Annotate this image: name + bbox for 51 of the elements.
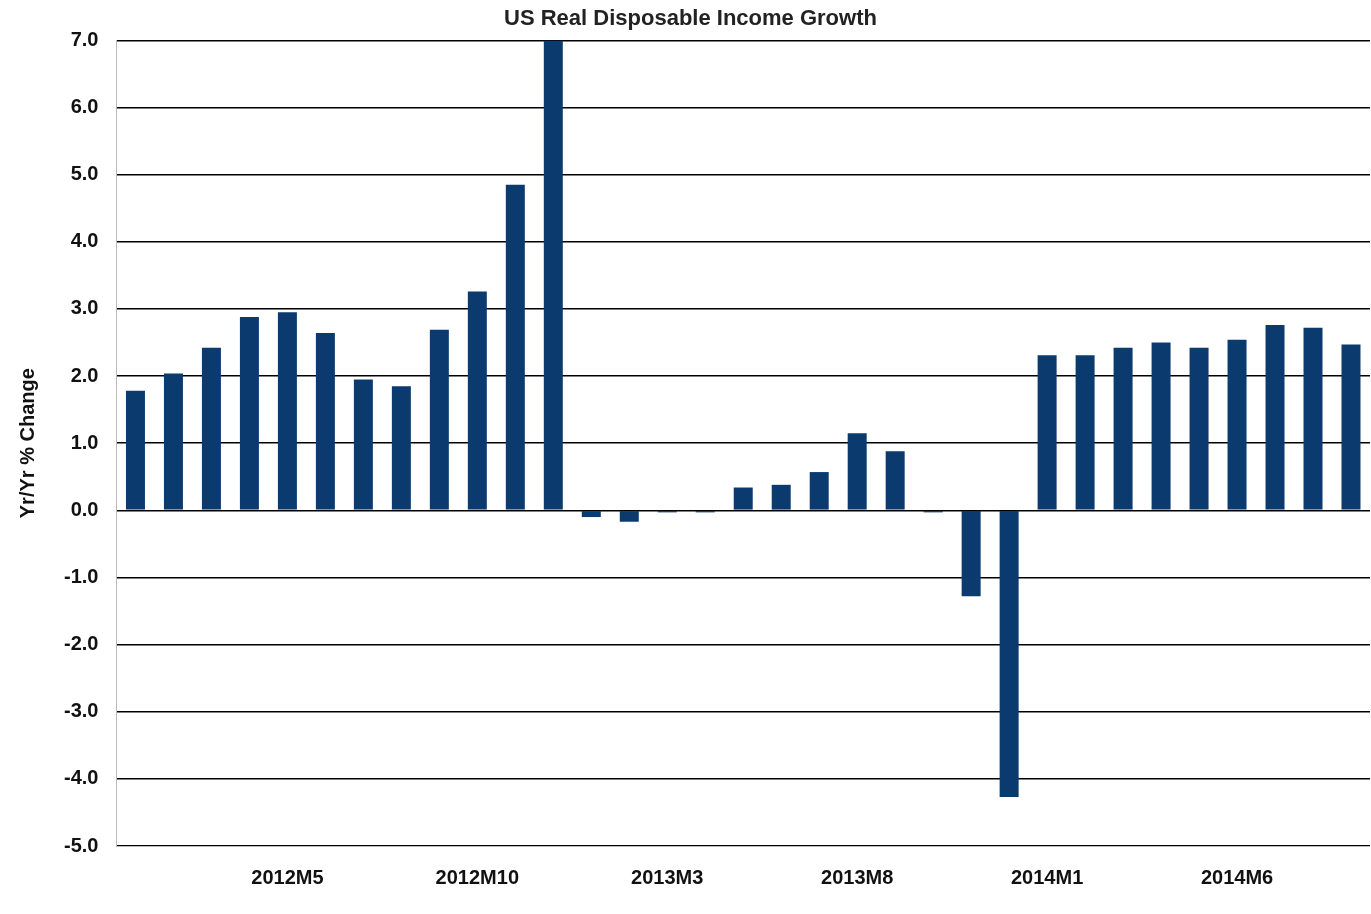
bar xyxy=(847,433,867,510)
y-tick-label: -3.0 xyxy=(63,699,99,722)
x-tick-label: 2012M5 xyxy=(251,865,324,888)
bar xyxy=(391,386,411,510)
bar xyxy=(201,347,221,510)
y-tick-label: -2.0 xyxy=(63,632,99,655)
bar xyxy=(1303,327,1323,510)
chart-title: US Real Disposable Income Growth xyxy=(504,5,877,31)
bar xyxy=(429,329,449,510)
y-tick-label: 4.0 xyxy=(70,229,99,252)
bar xyxy=(1341,344,1361,510)
bar xyxy=(125,390,145,510)
bar xyxy=(1265,325,1285,510)
y-tick-label: 2.0 xyxy=(70,363,99,386)
bar xyxy=(619,511,639,522)
bar xyxy=(1227,339,1247,510)
y-tick-label: 0.0 xyxy=(70,497,99,520)
bar xyxy=(277,312,297,510)
x-tick-label: 2013M8 xyxy=(821,865,894,888)
bar xyxy=(505,184,525,510)
bar xyxy=(163,373,183,510)
bar xyxy=(1037,355,1057,510)
bar xyxy=(1075,355,1095,510)
y-tick-label: -4.0 xyxy=(63,766,99,789)
y-tick-label: -1.0 xyxy=(63,564,99,587)
bar xyxy=(581,511,601,518)
bar xyxy=(543,40,563,510)
y-axis-title: Yr/Yr % Change xyxy=(15,368,38,519)
bar xyxy=(961,511,981,597)
y-tick-label: 3.0 xyxy=(70,296,99,319)
y-tick-label: 7.0 xyxy=(70,27,99,50)
bar xyxy=(733,487,753,510)
x-tick-label: 2014M1 xyxy=(1010,865,1084,888)
x-tick-label: 2012M10 xyxy=(435,865,520,888)
x-tick-label: 2013M3 xyxy=(631,865,704,888)
bar xyxy=(1113,347,1133,510)
y-tick-label: 6.0 xyxy=(70,95,99,118)
y-tick-label: 5.0 xyxy=(70,162,99,185)
bar xyxy=(1151,342,1171,510)
y-tick-label: -5.0 xyxy=(63,833,99,856)
bar xyxy=(315,333,335,510)
bar xyxy=(999,511,1019,797)
x-tick-label: 2014M6 xyxy=(1200,865,1274,888)
bar xyxy=(771,484,791,510)
y-tick-label: 1.0 xyxy=(70,430,99,453)
bar xyxy=(239,316,259,510)
bar xyxy=(809,472,829,510)
bar xyxy=(353,379,373,510)
bar xyxy=(467,291,487,510)
bar xyxy=(885,451,905,510)
bar xyxy=(1189,347,1209,510)
